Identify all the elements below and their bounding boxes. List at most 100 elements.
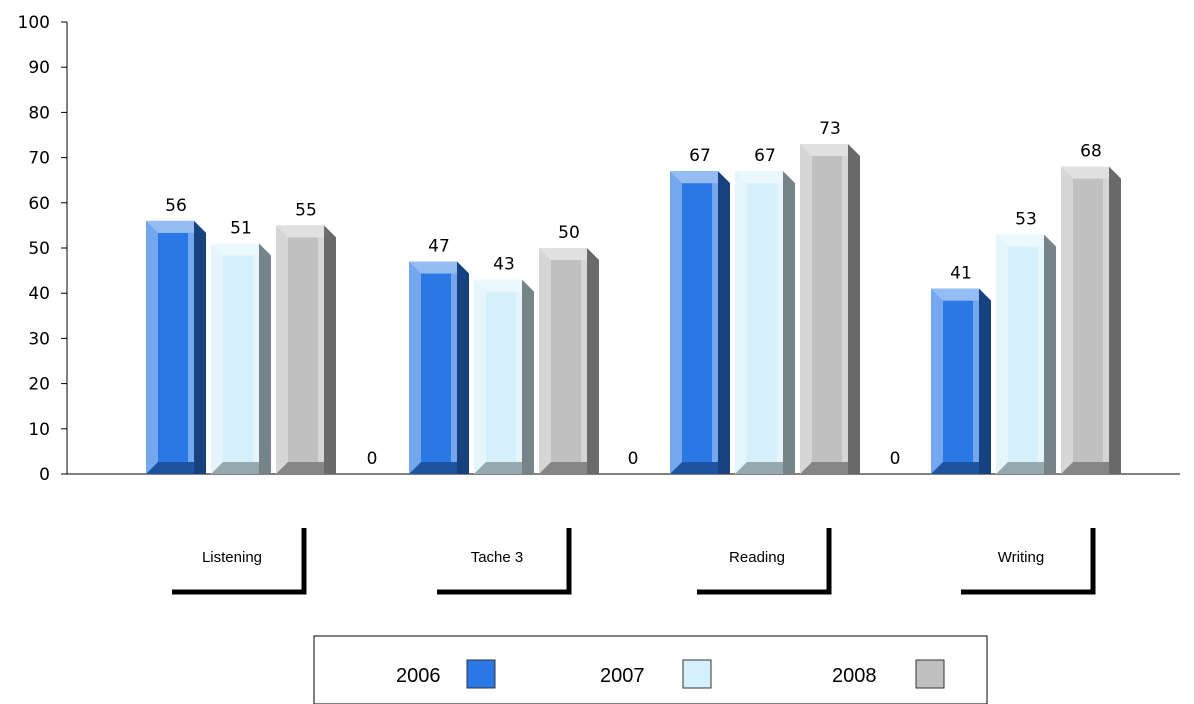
legend-box — [313, 635, 988, 704]
bar-value-label: 51 — [230, 218, 252, 238]
legend-swatch — [682, 659, 712, 689]
category-label-group: Writing — [961, 528, 1096, 595]
y-tick-label: 20 — [28, 375, 50, 395]
category-label: Tache 3 — [471, 549, 524, 566]
category-label-group: Reading — [697, 528, 832, 595]
bar-value-label: 73 — [819, 119, 841, 139]
y-tick-label: 0 — [39, 465, 50, 485]
bar-inner — [158, 232, 188, 462]
bar-side — [1109, 166, 1121, 474]
category-bracket — [172, 528, 307, 595]
bar-top — [735, 171, 795, 184]
bar-inner — [486, 291, 516, 462]
bar-side — [587, 248, 599, 474]
bar-inner — [1073, 178, 1103, 462]
bar-value-label: 67 — [689, 146, 711, 166]
bar-bottom — [539, 462, 587, 474]
bar-top — [539, 248, 599, 260]
legend-item: 2008 — [832, 659, 945, 689]
bar-value-label: 47 — [428, 237, 450, 257]
bar-top — [409, 261, 469, 274]
category-label: Reading — [729, 549, 785, 566]
bar — [539, 248, 599, 474]
bar-value-label: 41 — [950, 264, 972, 284]
bar-value-label: 50 — [558, 223, 580, 243]
legend-label: 2008 — [832, 665, 877, 687]
value-labels: 56 51 55 47 43 50 67 67 73 41 53 68 0 0 0 — [165, 119, 1102, 469]
bar — [931, 288, 991, 474]
legend-label: 2007 — [600, 665, 645, 687]
gap-value-label: 0 — [890, 449, 901, 469]
bar-bottom — [276, 462, 324, 474]
category-bracket — [961, 528, 1096, 595]
bar-value-label: 56 — [165, 196, 187, 216]
bar-bottom — [146, 462, 194, 474]
category-label-group: Tache 3 — [437, 528, 572, 595]
y-axis-ticks: 0 10 20 30 40 50 60 70 80 90 100 — [18, 13, 67, 485]
bar-value-label: 43 — [493, 255, 515, 275]
bar — [735, 171, 795, 474]
bar — [211, 243, 271, 474]
bar — [1061, 166, 1121, 474]
bar-value-label: 55 — [295, 200, 317, 220]
bar-value-label: 68 — [1080, 142, 1102, 162]
bar-inner — [943, 300, 973, 462]
bar-top — [276, 225, 336, 238]
y-tick-label: 10 — [28, 420, 50, 440]
legend: 2006 2007 2008 — [313, 635, 988, 704]
y-tick-label: 30 — [28, 329, 50, 349]
bar-side — [848, 144, 860, 475]
bar — [474, 279, 534, 474]
y-tick-label: 90 — [28, 58, 50, 78]
y-tick-label: 40 — [28, 284, 50, 304]
bar-inner — [288, 237, 318, 462]
bar-side — [259, 243, 271, 474]
bar-value-label: 53 — [1015, 209, 1037, 229]
category-labels: Listening Tache 3 Reading Writing — [172, 528, 1096, 595]
gap-value-label: 0 — [628, 449, 639, 469]
bar-side — [522, 279, 534, 474]
bar-side — [1044, 234, 1056, 474]
gap-value-label: 0 — [367, 449, 378, 469]
bar — [670, 171, 730, 474]
legend-swatch — [915, 659, 945, 689]
bar-inner — [421, 273, 451, 462]
bar-value-label: 67 — [754, 146, 776, 166]
bars — [146, 144, 1121, 475]
bar-inner — [1008, 246, 1038, 462]
legend-swatch — [466, 659, 496, 689]
y-tick-label: 70 — [28, 149, 50, 169]
y-tick-label: 100 — [18, 13, 50, 33]
bar-top — [146, 220, 206, 233]
category-bracket — [697, 528, 832, 595]
bar-side — [979, 288, 991, 474]
bar-top — [996, 234, 1056, 247]
y-tick-label: 60 — [28, 194, 50, 214]
bar-side — [718, 171, 730, 474]
legend-item: 2006 — [396, 659, 496, 689]
bar-top — [211, 243, 271, 256]
category-bracket — [437, 528, 572, 595]
bar-bottom — [1061, 462, 1109, 474]
bar — [800, 144, 860, 475]
bar-bottom — [409, 462, 457, 474]
legend-label: 2006 — [396, 665, 441, 687]
bar-top — [670, 171, 730, 184]
bar-bottom — [996, 462, 1044, 474]
bar-bottom — [931, 462, 979, 474]
bar — [276, 225, 336, 474]
bar-side — [324, 225, 336, 474]
bar-side — [194, 220, 206, 474]
bar-inner — [223, 255, 253, 462]
category-label: Listening — [202, 549, 262, 566]
bar-top — [931, 288, 991, 301]
bar-side — [457, 261, 469, 474]
bar-top — [1061, 166, 1121, 179]
bar — [996, 234, 1056, 474]
bar-inner — [747, 183, 777, 462]
bar-bottom — [735, 462, 783, 474]
bar-inner — [812, 156, 842, 463]
category-label: Writing — [998, 549, 1044, 566]
y-tick-label: 80 — [28, 103, 50, 123]
